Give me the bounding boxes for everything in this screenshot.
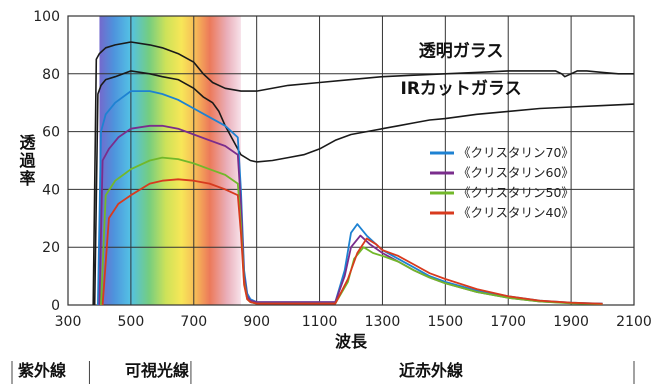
y-tick-label: 20	[42, 240, 60, 256]
x-tick-label: 1300	[365, 314, 401, 330]
x-axis-title: 波長	[335, 332, 368, 351]
x-tick-label: 1500	[428, 314, 464, 330]
region-label: 近赤外線	[399, 361, 463, 380]
legend-label: 《クリスタリン70》	[458, 145, 574, 160]
series-line-0	[92, 41, 634, 306]
series-line-1	[93, 70, 635, 306]
x-tick-label: 700	[180, 314, 207, 330]
y-tick-label: 80	[42, 67, 60, 83]
y-tick-label: 100	[33, 9, 60, 25]
x-tick-label: 900	[243, 314, 270, 330]
annotation-label: 透明ガラス	[419, 40, 504, 61]
region-label: 紫外線	[18, 361, 66, 380]
x-tick-label: 2100	[616, 314, 652, 330]
x-tick-label: 300	[55, 314, 82, 330]
legend-label: 《クリスタリン60》	[458, 165, 574, 180]
x-tick-label: 1700	[490, 314, 526, 330]
region-label: 可視光線	[125, 361, 189, 380]
legend-label: 《クリスタリン50》	[458, 185, 574, 200]
legend-label: 《クリスタリン40》	[458, 205, 574, 220]
x-tick-label: 500	[118, 314, 145, 330]
plot-frame	[67, 15, 635, 306]
visible-spectrum-band	[99, 16, 241, 305]
annotation-label: IRカットガラス	[401, 79, 522, 99]
y-axis-title: 透過率	[17, 134, 37, 188]
series-line-5	[101, 178, 603, 306]
x-tick-label: 1900	[553, 314, 589, 330]
y-tick-label: 0	[51, 298, 60, 314]
y-tick-label: 40	[42, 182, 60, 198]
x-tick-label: 1100	[302, 314, 338, 330]
y-tick-label: 60	[42, 125, 60, 141]
